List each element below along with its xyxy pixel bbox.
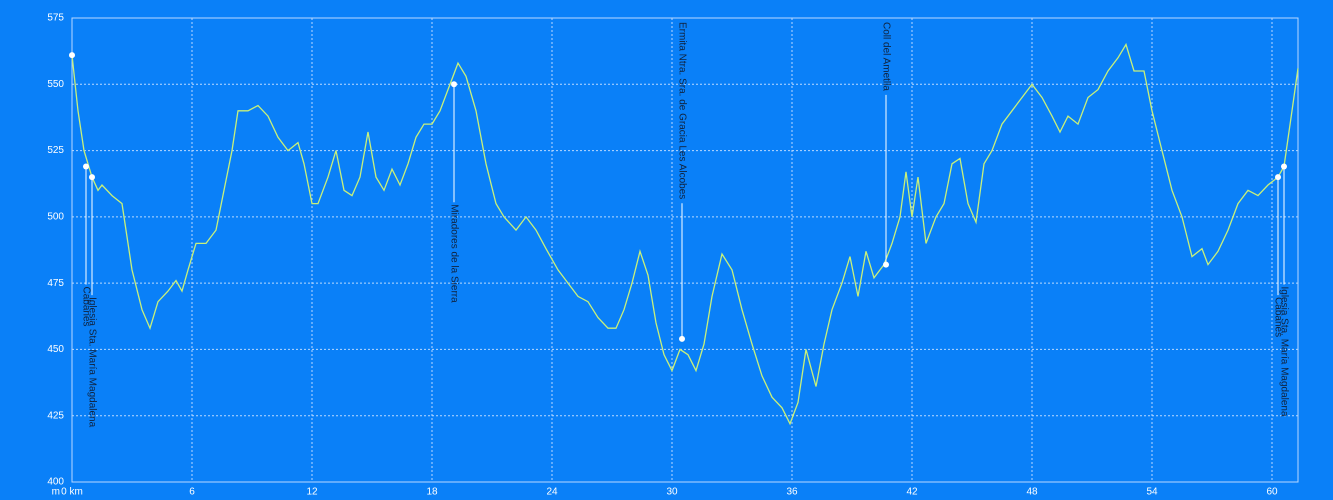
- x-tick-label: 60: [1266, 487, 1278, 498]
- y-tick-label: 500: [47, 211, 64, 222]
- x-tick-label: 24: [546, 487, 558, 498]
- elevation-line: [71, 42, 1299, 426]
- x-tick-label: 48: [1026, 487, 1038, 498]
- waypoint-label: Cabanes: [1272, 297, 1283, 337]
- waypoint-marker: [83, 163, 89, 170]
- waypoint-label: Ermita Ntra. Sra. de Gracia Les Alcobes: [676, 22, 687, 199]
- waypoint: Iglesia Sta. María Magdalena: [1278, 163, 1289, 417]
- waypoint-label: Cabanes: [80, 286, 91, 326]
- x-tick-label: 0 km: [61, 487, 83, 498]
- waypoint: [69, 52, 75, 59]
- x-tick-label: 6: [189, 487, 195, 498]
- x-tick-label: 18: [426, 487, 438, 498]
- y-tick-label: 575: [47, 13, 64, 24]
- x-tick-label: 42: [906, 487, 918, 498]
- y-tick-label: 450: [47, 344, 64, 355]
- waypoint-marker: [451, 81, 457, 88]
- plot-frame: [71, 17, 1299, 483]
- waypoint: Cabanes: [80, 163, 91, 327]
- y-axis-label: m: [52, 487, 60, 498]
- waypoint-marker: [1275, 174, 1281, 181]
- x-tick-label: 30: [666, 487, 678, 498]
- waypoint-label: Iglesia Sta. María Magdalena: [86, 297, 97, 428]
- waypoint: Coll del Ametlla: [880, 22, 891, 268]
- waypoint-label: Coll del Ametlla: [880, 22, 891, 91]
- waypoint: Ermita Ntra. Sra. de Gracia Les Alcobes: [676, 22, 687, 342]
- y-tick-label: 425: [47, 410, 64, 421]
- waypoint-marker: [883, 261, 889, 268]
- x-tick-label: 12: [306, 487, 318, 498]
- waypoint: Miradores de la Sierra: [448, 81, 459, 303]
- waypoint-marker: [1281, 163, 1287, 170]
- waypoint-marker: [679, 335, 685, 342]
- waypoint: Iglesia Sta. María Magdalena: [86, 174, 97, 428]
- y-tick-label: 550: [47, 79, 64, 90]
- x-tick-label: 54: [1146, 487, 1158, 498]
- y-tick-label: 475: [47, 278, 64, 289]
- waypoint-label: Iglesia Sta. María Magdalena: [1278, 286, 1289, 417]
- x-tick-label: 36: [786, 487, 798, 498]
- waypoint: Cabanes: [1272, 174, 1283, 337]
- waypoint-marker: [89, 174, 95, 181]
- y-tick-label: 525: [47, 145, 64, 156]
- waypoint-marker: [69, 52, 75, 59]
- y-tick-label: 400: [47, 477, 64, 488]
- waypoint-label: Miradores de la Sierra: [448, 204, 459, 303]
